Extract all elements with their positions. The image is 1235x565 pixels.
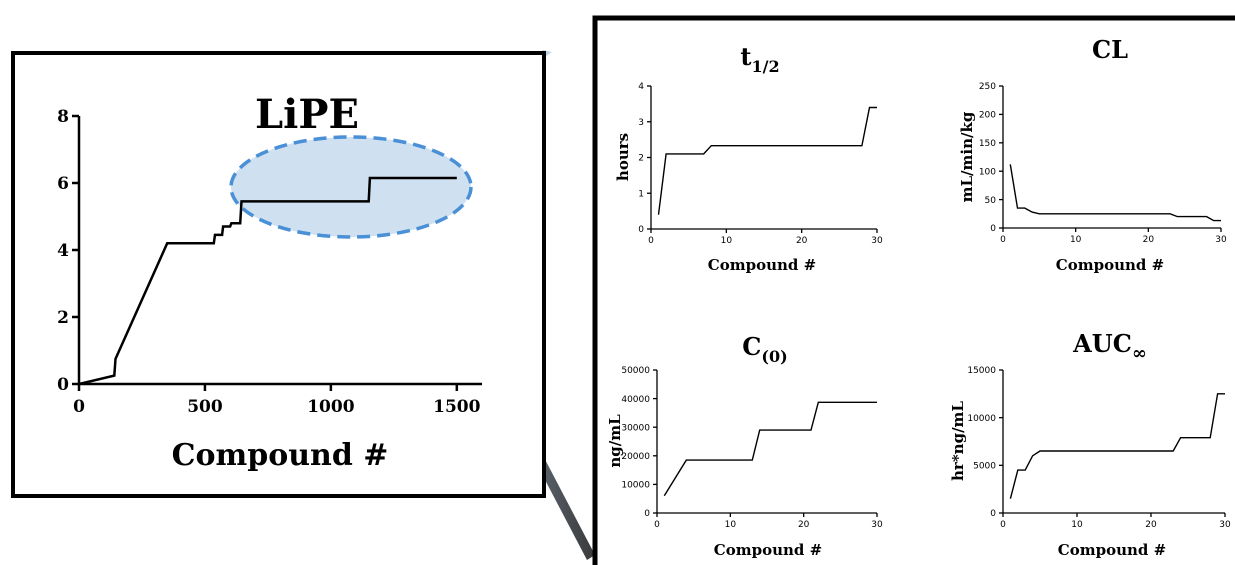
t-half-y-tick-label: 4 <box>638 82 644 92</box>
c0-chart: C(0) Compound # ng/mL 0 10 20 30 0 10000 20000… <box>606 332 883 559</box>
lipe-panel-frame <box>11 51 546 498</box>
c0-title-sub: (0) <box>761 347 787 366</box>
t-half-x-tick-label: 10 <box>721 236 733 246</box>
auc-series-line <box>1009 393 1225 499</box>
t-half-title-sub: 1/2 <box>751 57 779 76</box>
lipe-x-tick-label: 1000 <box>307 397 354 417</box>
cl-ylabel: mL/min/kg <box>958 111 976 202</box>
t-half-ylabel: hours <box>614 133 632 181</box>
c0-y-tick-label: 50000 <box>621 366 650 376</box>
t-half-x-tick-label: 20 <box>796 236 808 246</box>
c0-y-tick-label: 30000 <box>621 423 650 433</box>
t-half-y-tick-label: 0 <box>638 225 644 235</box>
lipe-chart: LiPE Compound # 0 500 1000 1500 0 2 4 6 8 <box>57 91 482 473</box>
c0-ylabel: ng/mL <box>606 414 624 468</box>
lipe-y-tick-label: 8 <box>57 107 69 127</box>
lipe-y-tick-label: 2 <box>57 308 69 328</box>
cl-y-tick-label: 50 <box>985 196 997 206</box>
cl-x-tick-label: 0 <box>1000 235 1006 245</box>
auc-chart: AUC∞ Compound # hr*ng/mL 0 10 20 30 0 5000 100… <box>949 329 1231 559</box>
cl-chart: CL Compound # mL/min/kg 0 10 20 30 0 50 100 150… <box>958 35 1227 274</box>
lipe-x-tick-label: 500 <box>187 397 223 417</box>
t-half-x-tick-label: 30 <box>871 236 883 246</box>
lipe-y-tick-label: 6 <box>57 174 69 194</box>
auc-y-tick-label: 5000 <box>973 461 996 471</box>
t-half-chart: t1/2 Compound # hours 0 10 20 30 0 1 2 3 4 <box>614 42 883 274</box>
cl-title-main: CL <box>1092 35 1128 64</box>
cl-x-tick-label: 30 <box>1215 235 1227 245</box>
auc-ylabel: hr*ng/mL <box>949 401 967 481</box>
t-half-y-tick-label: 1 <box>638 189 644 199</box>
t-half-series-line <box>657 106 877 215</box>
auc-x-tick-label: 0 <box>1000 520 1006 530</box>
t-half-y-tick-label: 2 <box>638 154 644 164</box>
t-half-xlabel: Compound # <box>708 256 816 274</box>
t-half-title: t1/2 <box>740 42 779 76</box>
lipe-series-line <box>78 176 457 386</box>
lipe-title: LiPE <box>255 91 359 138</box>
cl-series-line <box>1009 164 1221 222</box>
highlight-ellipse <box>229 135 473 239</box>
auc-y-tick-label: 10000 <box>967 414 996 424</box>
auc-x-tick-label: 30 <box>1219 520 1231 530</box>
cl-y-tick-label: 250 <box>979 82 996 92</box>
cl-y-tick-label: 100 <box>979 167 996 177</box>
c0-xlabel: Compound # <box>714 541 822 559</box>
c0-y-tick-label: 40000 <box>621 395 650 405</box>
auc-x-tick-label: 10 <box>1071 520 1083 530</box>
auc-title: AUC∞ <box>1072 329 1147 364</box>
c0-title-main: C <box>742 332 761 361</box>
c0-y-tick-label: 20000 <box>621 452 650 462</box>
auc-y-tick-label: 0 <box>990 509 996 519</box>
cl-x-tick-label: 20 <box>1143 235 1155 245</box>
lipe-y-tick-label: 0 <box>57 375 69 395</box>
auc-title-main: AUC <box>1072 329 1132 358</box>
auc-x-tick-label: 20 <box>1145 520 1157 530</box>
t-half-title-main: t <box>740 42 751 71</box>
c0-x-tick-label: 30 <box>871 520 883 530</box>
c0-y-tick-label: 10000 <box>621 481 650 491</box>
t-half-y-tick-label: 3 <box>638 118 644 128</box>
t-half-x-tick-label: 0 <box>648 236 654 246</box>
auc-xlabel: Compound # <box>1058 541 1166 559</box>
lipe-xlabel: Compound # <box>172 438 389 473</box>
c0-x-tick-label: 20 <box>798 520 810 530</box>
c0-x-tick-label: 10 <box>725 520 737 530</box>
cl-y-tick-label: 200 <box>979 111 996 121</box>
detail-panel-frame <box>592 15 1235 565</box>
cl-y-tick-label: 150 <box>979 139 996 149</box>
c0-title: C(0) <box>742 332 787 366</box>
auc-title-sub: ∞ <box>1132 343 1147 364</box>
cl-y-tick-label: 0 <box>990 224 996 234</box>
lipe-y-tick-label: 4 <box>57 241 69 261</box>
cl-title: CL <box>1092 35 1128 64</box>
cl-xlabel: Compound # <box>1056 256 1164 274</box>
c0-series-line <box>663 401 877 497</box>
auc-y-tick-label: 15000 <box>967 366 996 376</box>
c0-y-tick-label: 0 <box>644 509 650 519</box>
cl-x-tick-label: 10 <box>1070 235 1082 245</box>
lipe-x-tick-label: 1500 <box>433 397 480 417</box>
lipe-x-tick-label: 0 <box>73 397 85 417</box>
c0-x-tick-label: 0 <box>654 520 660 530</box>
